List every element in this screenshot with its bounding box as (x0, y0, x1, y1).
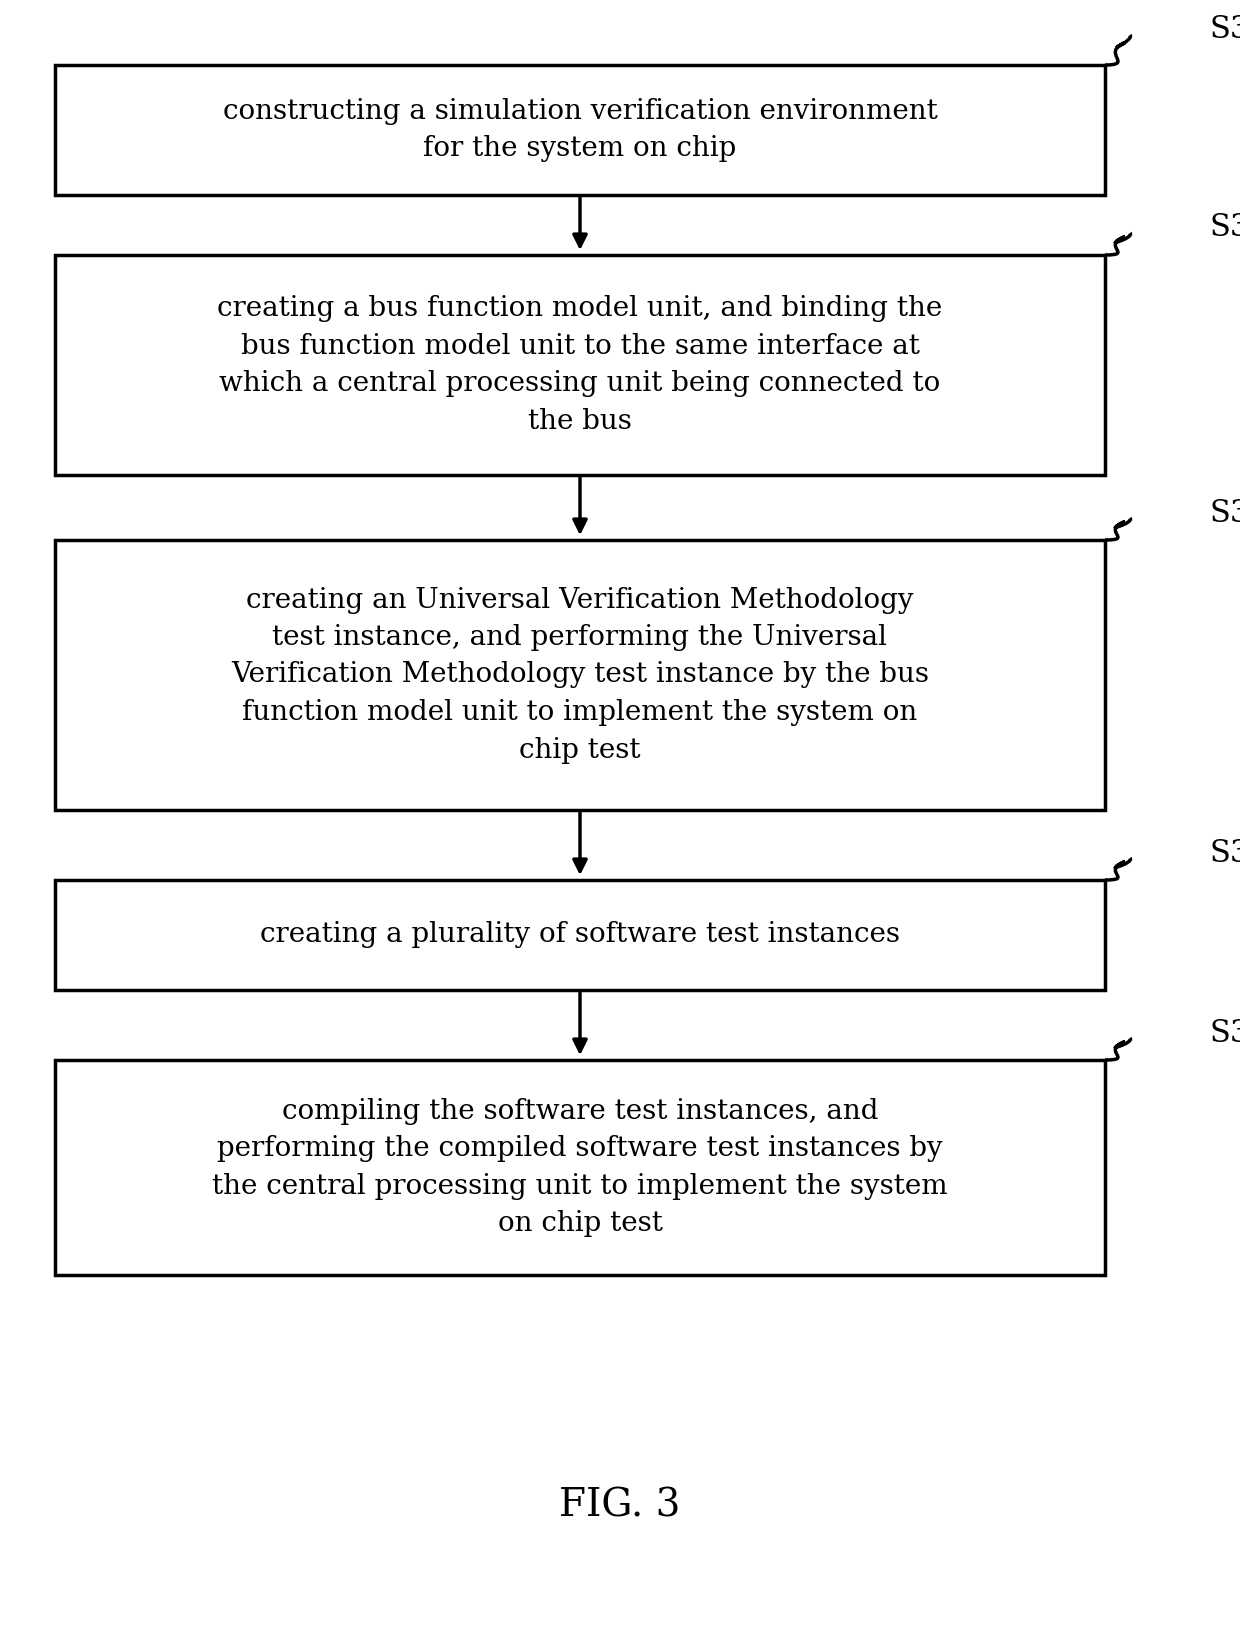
Text: S303: S303 (1210, 213, 1240, 244)
Bar (55, 65, 1105, 195)
Text: S309: S309 (1210, 1018, 1240, 1049)
Text: compiling the software test instances, and
performing the compiled software test: compiling the software test instances, a… (212, 1098, 947, 1237)
Text: S307: S307 (1210, 838, 1240, 869)
Text: creating a bus function model unit, and binding the
bus function model unit to t: creating a bus function model unit, and … (217, 294, 942, 435)
Bar (55, 255, 1105, 474)
Bar (55, 540, 1105, 810)
Text: FIG. 3: FIG. 3 (559, 1487, 681, 1525)
Bar (55, 1060, 1105, 1274)
Text: constructing a simulation verification environment
for the system on chip: constructing a simulation verification e… (223, 98, 937, 162)
Text: S305: S305 (1210, 497, 1240, 528)
Text: creating an Universal Verification Methodology
test instance, and performing the: creating an Universal Verification Metho… (231, 586, 929, 764)
Bar (55, 880, 1105, 990)
Text: creating a plurality of software test instances: creating a plurality of software test in… (260, 921, 900, 949)
Text: S301: S301 (1210, 15, 1240, 46)
